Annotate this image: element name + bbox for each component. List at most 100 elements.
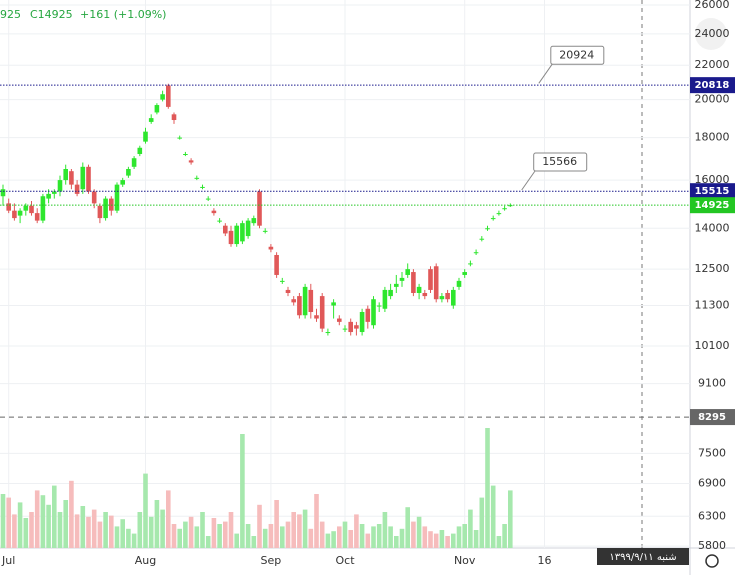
date-label: شنبه ۱۳۹۹/۹/۱۱ <box>609 552 676 563</box>
volume-bar <box>388 526 393 548</box>
header-close: C14925 <box>30 8 73 21</box>
candle-body <box>394 283 399 287</box>
callout-label: 15566 <box>542 155 577 168</box>
callout-pointer <box>538 63 554 84</box>
scroll-button[interactable] <box>695 18 727 50</box>
candle-body <box>12 210 17 219</box>
y-tick-label: 22000 <box>695 58 730 71</box>
volume-bar <box>325 533 331 548</box>
candle-body <box>473 252 479 254</box>
volume-bar <box>120 519 125 548</box>
volume-bar <box>194 526 200 548</box>
y-tick-label: 7500 <box>698 446 726 459</box>
volume-bar <box>6 497 11 548</box>
volume-bar <box>171 524 177 548</box>
candle-body <box>228 230 234 245</box>
volume-bar <box>422 526 428 548</box>
candle-body <box>445 292 450 300</box>
x-tick-label: Oct <box>335 554 355 567</box>
candle-body <box>291 299 296 303</box>
volume-bar <box>337 526 342 548</box>
volume-bar <box>148 516 154 548</box>
price-level-label: 20818 <box>695 80 730 91</box>
volume-bar <box>46 504 51 548</box>
candle-body <box>456 280 462 287</box>
candle-body <box>325 332 331 334</box>
candle-body <box>160 94 165 100</box>
volume-bar <box>411 521 416 548</box>
candle-body <box>188 160 194 163</box>
volume-bar <box>496 536 502 548</box>
volume-bar <box>109 515 114 548</box>
candle-body <box>274 254 279 275</box>
candle-body <box>109 198 114 211</box>
volume-bar <box>433 533 439 548</box>
volume-bar <box>91 509 97 548</box>
candle-body <box>262 230 268 232</box>
volume-bar <box>485 428 490 548</box>
volume-bar <box>217 524 222 548</box>
candle-body <box>17 210 23 216</box>
volume-bar <box>462 524 467 548</box>
candle-body <box>245 220 251 237</box>
callout-box <box>550 45 605 65</box>
volume-bar <box>188 516 194 548</box>
x-tick-label: Jul <box>1 554 15 567</box>
volume-bar <box>34 490 40 548</box>
candle-body <box>251 218 257 224</box>
volume-bar <box>143 473 148 548</box>
y-tick-label: 16000 <box>695 173 730 186</box>
y-tick-label: 11300 <box>695 299 730 312</box>
volume-bar <box>74 514 80 548</box>
volume-bar <box>137 512 143 548</box>
y-tick-label: 12500 <box>695 262 730 275</box>
y-tick-label: 6300 <box>698 509 726 522</box>
volume-bar <box>200 512 205 548</box>
candle-body <box>468 263 473 265</box>
candle-body <box>103 198 108 219</box>
volume-bar <box>17 502 23 548</box>
date-label-box <box>597 548 689 565</box>
volume-bar <box>319 521 325 548</box>
volume-bar <box>502 524 507 548</box>
candle-body <box>451 289 456 306</box>
volume-bar <box>234 533 239 548</box>
candle-body <box>0 189 6 197</box>
candle-body <box>342 328 348 330</box>
volume-bar <box>297 514 302 548</box>
candle-body <box>40 196 46 221</box>
candle-body <box>166 85 171 107</box>
y-tick-label: 5800 <box>698 539 726 552</box>
volume-bar <box>371 526 376 548</box>
callout-box <box>533 152 588 172</box>
candle-body <box>211 210 217 214</box>
volume-bar <box>451 533 456 548</box>
candle-body <box>399 277 405 281</box>
candle-body <box>365 308 371 322</box>
volume-bar <box>251 536 257 548</box>
candle-body <box>63 168 68 181</box>
volume-bar <box>23 518 29 548</box>
volume-bar <box>314 494 319 548</box>
candle-body <box>490 218 496 220</box>
candle-body <box>462 272 467 275</box>
volume-bar <box>262 528 268 548</box>
candle-body <box>120 180 125 185</box>
volume-bar <box>131 533 137 548</box>
volume-bar <box>394 536 399 548</box>
candle-body <box>6 203 11 211</box>
volume-bar <box>331 531 336 548</box>
volume-bar <box>183 521 188 548</box>
candle-body <box>354 325 359 329</box>
candle-body <box>34 213 40 221</box>
header-change: +161 (+1.09%) <box>80 8 166 21</box>
candle-body <box>91 191 97 204</box>
candle-body <box>194 177 200 179</box>
candle-body <box>257 191 262 226</box>
candle-body <box>131 158 137 167</box>
settings-icon[interactable] <box>705 554 719 568</box>
candle-body <box>502 208 507 210</box>
y-tick-label: 10100 <box>695 339 730 352</box>
price-level-box <box>690 183 735 200</box>
candle-body <box>337 318 342 322</box>
